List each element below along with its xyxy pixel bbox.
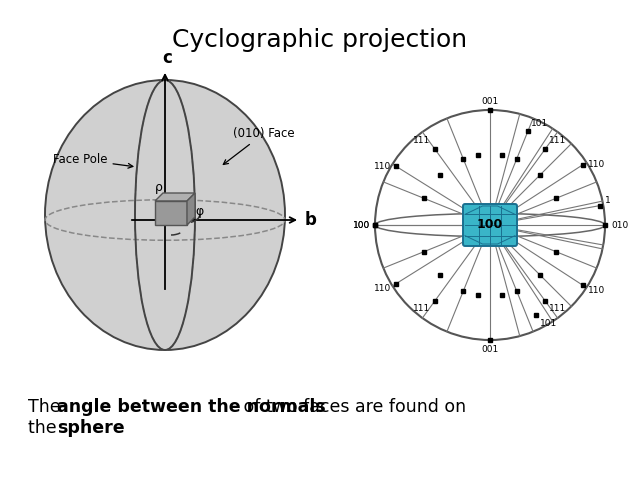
Text: 111: 111 xyxy=(549,304,566,313)
Text: 101: 101 xyxy=(531,119,548,128)
Text: sphere: sphere xyxy=(57,419,125,437)
Text: Cyclographic projection: Cyclographic projection xyxy=(172,28,468,52)
Text: 111: 111 xyxy=(413,304,431,313)
Text: 110: 110 xyxy=(374,162,392,171)
Polygon shape xyxy=(155,193,195,201)
Text: the: the xyxy=(28,419,62,437)
Text: 100: 100 xyxy=(353,220,370,229)
Text: Face Pole: Face Pole xyxy=(53,153,133,168)
Text: of two faces are found on: of two faces are found on xyxy=(238,398,467,416)
Text: 111: 111 xyxy=(413,136,431,145)
Polygon shape xyxy=(187,193,195,225)
Text: angle between the normals: angle between the normals xyxy=(57,398,326,416)
Text: ρ: ρ xyxy=(155,181,163,194)
Text: 111: 111 xyxy=(549,136,566,145)
Text: c: c xyxy=(162,49,172,67)
Text: 001: 001 xyxy=(481,345,499,353)
Text: The: The xyxy=(28,398,66,416)
Ellipse shape xyxy=(45,80,285,350)
Text: (010) Face: (010) Face xyxy=(223,127,294,165)
FancyBboxPatch shape xyxy=(155,201,187,225)
Text: 100: 100 xyxy=(477,218,503,231)
Text: 110: 110 xyxy=(588,286,605,295)
Text: 1: 1 xyxy=(605,196,611,205)
Text: 010: 010 xyxy=(611,220,628,229)
Text: 001: 001 xyxy=(481,97,499,107)
Text: 100: 100 xyxy=(353,220,370,229)
Text: b: b xyxy=(305,211,317,229)
Text: φ: φ xyxy=(195,204,204,217)
FancyBboxPatch shape xyxy=(463,204,517,246)
Text: 101: 101 xyxy=(540,319,557,328)
Text: 110: 110 xyxy=(374,284,392,293)
Text: 110: 110 xyxy=(588,160,605,169)
